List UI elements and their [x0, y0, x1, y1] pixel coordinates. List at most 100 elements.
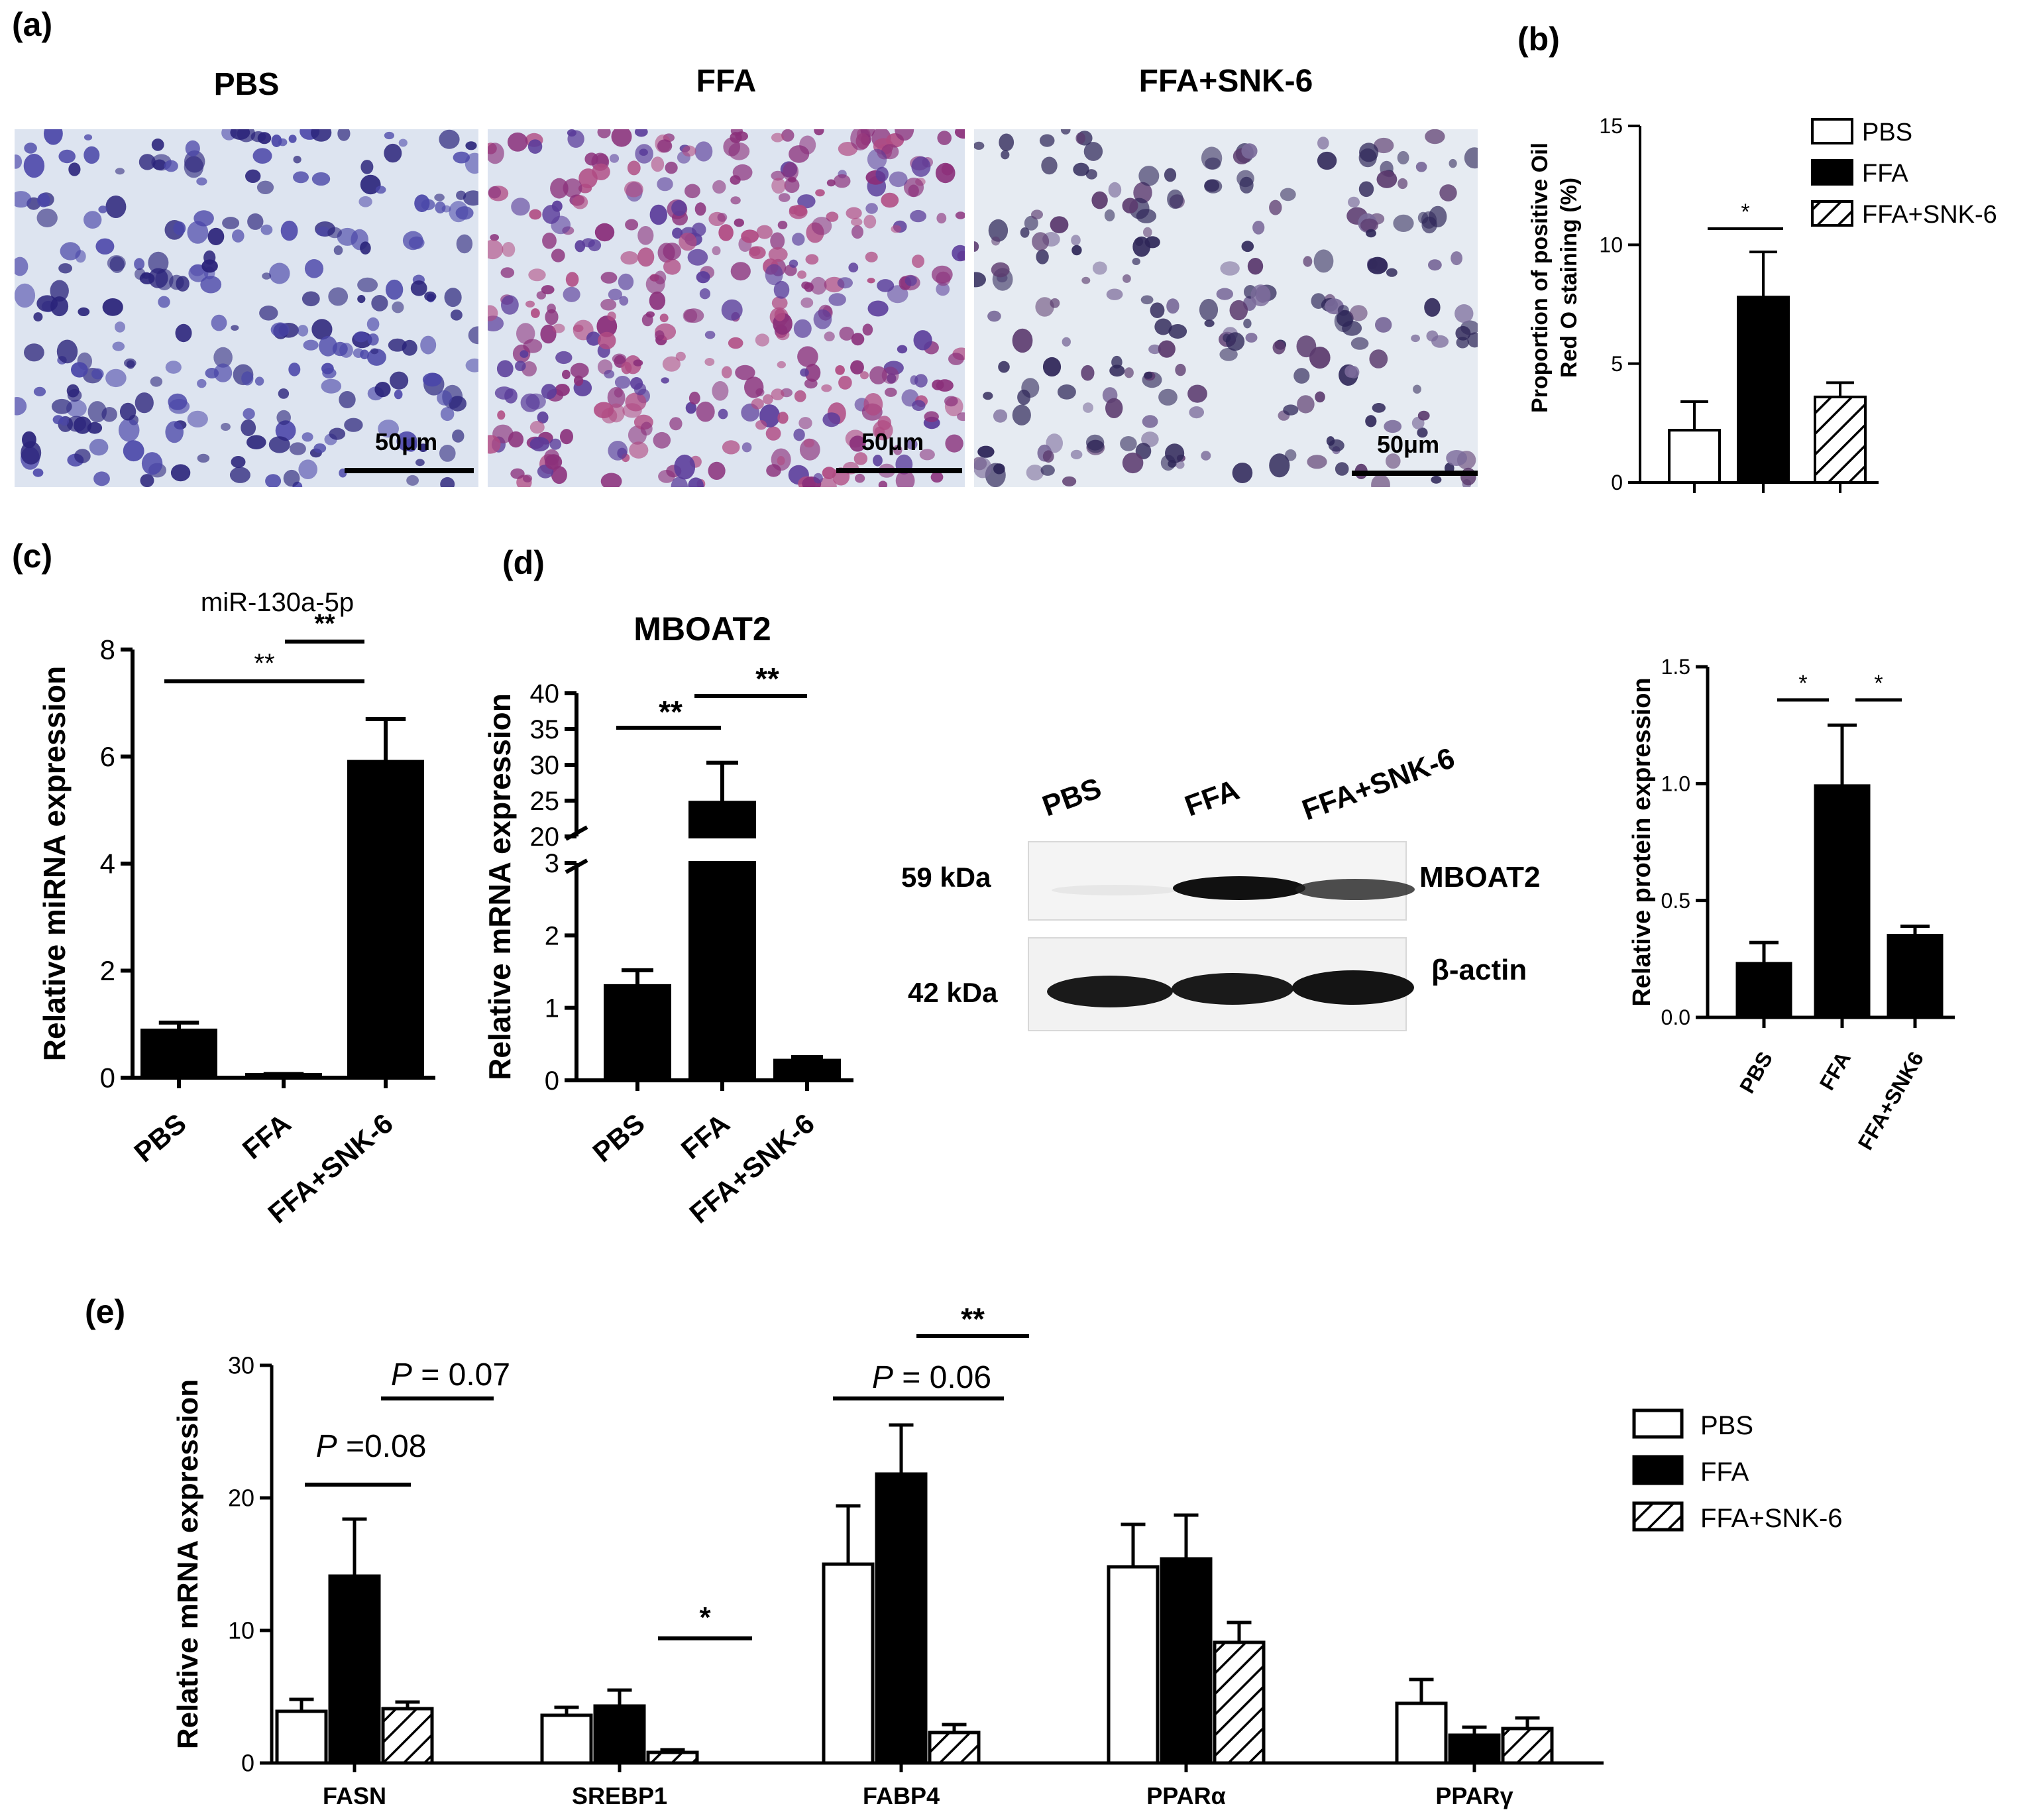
cell-mark [33, 386, 46, 396]
cell-mark [789, 259, 798, 268]
cell-mark [905, 275, 917, 286]
panel-b-label: (b) [1517, 21, 1560, 58]
chart-d-mrna-significance-label: ** [755, 661, 779, 696]
chart-c-y-tick-label: 8 [100, 634, 115, 665]
cell-mark [200, 276, 222, 294]
cell-mark [135, 392, 154, 414]
cell-mark [75, 250, 86, 263]
cell-mark [262, 272, 272, 280]
cell-mark [15, 154, 23, 169]
cell-mark [1012, 404, 1031, 426]
cell-mark [998, 361, 1010, 373]
chart-e-x-tick-label: PPARα [1146, 1782, 1225, 1809]
cell-mark [197, 453, 210, 463]
cell-mark [679, 233, 697, 251]
cell-mark [1083, 142, 1103, 161]
panel-a-label: (a) [12, 6, 53, 43]
cell-mark [694, 141, 713, 162]
cell-mark [52, 415, 64, 425]
cell-mark [406, 475, 419, 486]
cell-mark [374, 382, 391, 398]
cell-mark [1091, 191, 1108, 209]
cell-mark [185, 140, 200, 157]
chart-d_protein-bar [1814, 784, 1871, 1019]
cell-mark [837, 277, 853, 289]
cell-mark [682, 145, 696, 157]
chart-e-legend-label: FFA [1700, 1457, 1749, 1487]
cell-mark [663, 243, 681, 260]
cell-mark [974, 241, 979, 252]
cell-mark [488, 142, 504, 164]
cell-mark [649, 291, 666, 310]
cell-mark [865, 251, 878, 262]
chart-e-significance-label: P =0.08 [316, 1429, 427, 1464]
cell-mark [657, 177, 673, 192]
chart-d-mrna-y-tick-label: 1 [545, 994, 559, 1023]
cell-mark [763, 394, 773, 405]
cell-mark [280, 220, 298, 241]
chart-b-legend-label: PBS [1862, 119, 1912, 146]
cell-mark [74, 449, 91, 463]
cell-mark [328, 287, 349, 306]
cell-mark [360, 241, 371, 255]
chart-d_protein-x-tick-label: FFA [1815, 1048, 1855, 1094]
cell-mark [522, 475, 533, 483]
cell-mark [944, 396, 958, 407]
cell-mark [321, 378, 342, 394]
cell-mark [115, 321, 125, 333]
cell-mark [1413, 384, 1421, 394]
cell-mark [541, 384, 557, 400]
chart-c-y-tick-label: 6 [100, 741, 115, 772]
cell-mark [510, 468, 525, 479]
cell-mark [1154, 318, 1172, 335]
cell-mark [360, 160, 374, 174]
cell-mark [298, 459, 318, 479]
cell-mark [196, 177, 207, 186]
cell-mark [957, 412, 965, 422]
cell-mark [773, 280, 790, 299]
chart-e-y-axis-label: Relative mRNA expression [172, 1379, 204, 1749]
scale-label-ffa: 50μm [861, 428, 924, 455]
cell-mark [1176, 461, 1185, 469]
cell-mark [316, 226, 330, 237]
cell-mark [640, 422, 653, 436]
cell-mark [515, 361, 526, 371]
cell-mark [1092, 261, 1107, 275]
cell-mark [1376, 170, 1398, 188]
cell-mark [1144, 236, 1160, 249]
cell-mark [408, 236, 425, 249]
cell-mark [1285, 449, 1297, 461]
cell-mark [1122, 452, 1144, 474]
cell-mark [304, 259, 324, 278]
chart-d-mrna-x-tick-label: PBS [586, 1108, 650, 1168]
chart-e-bar [328, 1574, 381, 1765]
cell-mark [1360, 218, 1378, 233]
cell-mark [704, 331, 716, 339]
cell-mark [1451, 251, 1462, 266]
cell-mark [1021, 378, 1040, 398]
cell-mark [414, 194, 430, 212]
cells-pbs [15, 129, 478, 487]
cell-mark [1359, 142, 1379, 162]
cell-mark [1328, 439, 1344, 452]
cell-mark [575, 240, 586, 253]
cell-mark [1315, 391, 1325, 403]
cell-mark [542, 205, 561, 224]
chart-b-y-tick-label: 10 [1599, 233, 1623, 257]
cell-mark [1223, 333, 1231, 343]
wb-band-mboat2-ffa [1173, 876, 1305, 900]
cell-mark [463, 190, 478, 206]
cell-mark [415, 459, 425, 467]
cell-mark [1247, 258, 1264, 275]
cell-mark [303, 339, 319, 351]
cell-mark [1187, 384, 1207, 403]
cell-mark [675, 351, 686, 361]
chart-d_protein-y-tick-label: 0.5 [1661, 889, 1690, 913]
cell-mark [1449, 158, 1457, 168]
cell-mark [936, 282, 950, 296]
cell-mark [732, 164, 753, 181]
chart-e-bar [381, 1707, 434, 1765]
cell-mark [44, 129, 63, 145]
cell-mark [221, 423, 231, 431]
cell-mark [945, 434, 963, 453]
